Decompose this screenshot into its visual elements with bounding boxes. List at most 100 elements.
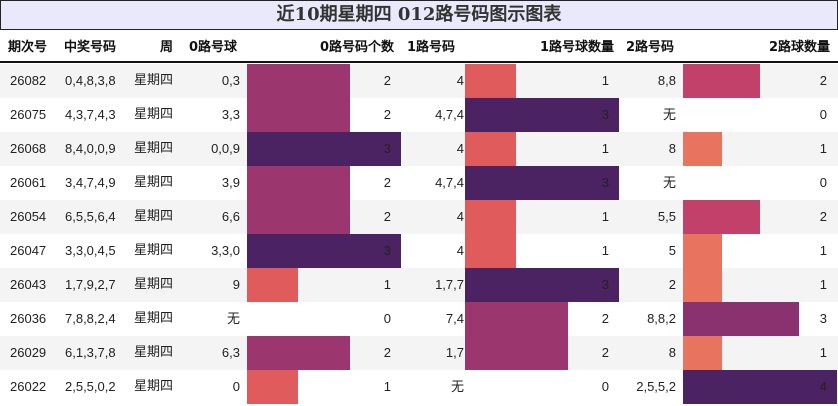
road0-balls-cell: 6,6 bbox=[221, 209, 240, 224]
table-row: 2 1 2 26054 6,5,5,6,4 星期四 6,6 4 5,5 bbox=[0, 200, 838, 234]
chart-title: 近10期星期四 012路号码图示图表 bbox=[0, 0, 838, 30]
road0-count-bar bbox=[247, 268, 298, 302]
road2-count-bar bbox=[683, 132, 722, 166]
table-row: 3 1 1 26068 8,4,0,0,9 星期四 0,0,9 4 8 bbox=[0, 132, 838, 166]
road1-count-value: 0 bbox=[601, 379, 609, 394]
road0-balls-cell: 3,3,0 bbox=[211, 243, 240, 258]
road1-count-bar bbox=[465, 234, 516, 268]
issue-cell: 26068 bbox=[10, 141, 47, 156]
road1-count-bar bbox=[465, 336, 568, 370]
road1-count-value: 1 bbox=[601, 243, 609, 258]
road1-balls-cell: 4,7,4 bbox=[435, 107, 464, 122]
road2-count-value: 1 bbox=[819, 243, 827, 258]
weekday-cell: 星期四 bbox=[134, 379, 174, 394]
road1-count-bar bbox=[465, 200, 516, 234]
issue-cell: 26029 bbox=[10, 345, 47, 360]
road2-count-bar bbox=[683, 268, 722, 302]
road0-count-bar bbox=[247, 200, 350, 234]
table-row: 2 3 0 26075 4,3,7,4,3 星期四 3,3 4,7,4 无 bbox=[0, 98, 838, 132]
numbers-cell: 7,8,8,2,4 bbox=[65, 311, 116, 326]
weekday-cell: 星期四 bbox=[134, 243, 174, 258]
road2-balls-cell: 无 bbox=[662, 175, 676, 190]
road1-count-value: 3 bbox=[601, 277, 609, 292]
road0-balls-cell: 无 bbox=[226, 311, 240, 326]
weekday-cell: 星期四 bbox=[134, 311, 174, 326]
numbers-cell: 2,5,5,0,2 bbox=[65, 379, 116, 394]
road2-count-value: 2 bbox=[819, 209, 827, 224]
weekday-cell: 星期四 bbox=[134, 141, 174, 156]
header-road0-balls: 0路号球 bbox=[189, 40, 238, 55]
road2-count-value: 3 bbox=[819, 311, 827, 326]
road1-count-value: 1 bbox=[601, 73, 609, 88]
road1-balls-cell: 1,7,7 bbox=[435, 277, 464, 292]
numbers-cell: 1,7,9,2,7 bbox=[65, 277, 116, 292]
road1-count-bar bbox=[465, 132, 516, 166]
road2-count-value: 1 bbox=[819, 277, 827, 292]
header-issue: 期次号 bbox=[8, 40, 48, 55]
road1-count-value: 2 bbox=[601, 345, 609, 360]
numbers-cell: 6,5,5,6,4 bbox=[65, 209, 116, 224]
road2-balls-cell: 5 bbox=[668, 243, 676, 258]
issue-cell: 26047 bbox=[10, 243, 47, 258]
table-row: 1 3 1 26043 1,7,9,2,7 星期四 9 1,7,7 2 bbox=[0, 268, 838, 302]
road0-count-value: 2 bbox=[383, 175, 391, 190]
road1-balls-cell: 4 bbox=[456, 209, 464, 224]
issue-cell: 26022 bbox=[10, 379, 47, 394]
road2-balls-cell: 2 bbox=[668, 277, 676, 292]
numbers-cell: 3,3,0,4,5 bbox=[65, 243, 116, 258]
weekday-cell: 星期四 bbox=[134, 277, 174, 292]
issue-cell: 26061 bbox=[10, 175, 47, 190]
road2-count-value: 0 bbox=[819, 107, 827, 122]
numbers-cell: 4,3,7,4,3 bbox=[65, 107, 116, 122]
road0-balls-cell: 0,3 bbox=[221, 73, 240, 88]
road2-count-value: 4 bbox=[819, 379, 827, 394]
road1-count-value: 3 bbox=[601, 107, 609, 122]
header-road0-count: 0路号码个数 bbox=[319, 40, 394, 55]
header-numbers: 中奖号码 bbox=[64, 40, 117, 55]
road0-balls-cell: 0 bbox=[232, 379, 240, 394]
road2-balls-cell: 8 bbox=[668, 141, 676, 156]
road0-count-bar bbox=[247, 166, 350, 200]
issue-cell: 26054 bbox=[10, 209, 47, 224]
road0-count-bar bbox=[247, 132, 401, 166]
table-row: 0 2 3 26036 7,8,8,2,4 星期四 无 7,4 8,8,2 bbox=[0, 302, 838, 336]
road2-count-bar bbox=[683, 64, 760, 98]
table-row: 1 0 4 26022 2,5,5,0,2 星期四 0 无 2,5,5,2 bbox=[0, 370, 838, 404]
road1-balls-cell: 4 bbox=[456, 141, 464, 156]
road0-count-value: 2 bbox=[383, 209, 391, 224]
road0-balls-cell: 3,3 bbox=[221, 107, 240, 122]
road1-count-value: 2 bbox=[601, 311, 609, 326]
road0-count-bar bbox=[247, 370, 298, 404]
road2-balls-cell: 8,8,2 bbox=[647, 311, 676, 326]
road1-balls-cell: 4 bbox=[456, 243, 464, 258]
table-row: 2 1 2 26082 0,4,8,3,8 星期四 0,3 4 8,8 bbox=[0, 64, 838, 98]
road0-count-bar bbox=[247, 64, 350, 98]
weekday-cell: 星期四 bbox=[134, 73, 174, 88]
header-road1-count: 1路号球数量 bbox=[539, 40, 614, 55]
road1-balls-cell: 无 bbox=[450, 379, 464, 394]
road2-balls-cell: 8 bbox=[668, 345, 676, 360]
road2-balls-cell: 2,5,5,2 bbox=[636, 379, 676, 394]
road1-balls-cell: 7,4 bbox=[445, 311, 464, 326]
issue-cell: 26036 bbox=[10, 311, 47, 326]
header-weekday: 周 bbox=[160, 40, 174, 55]
road1-count-value: 1 bbox=[601, 141, 609, 156]
road1-balls-cell: 1,7 bbox=[445, 345, 464, 360]
numbers-cell: 0,4,8,3,8 bbox=[65, 73, 116, 88]
table-body: 2 1 2 26082 0,4,8,3,8 星期四 0,3 4 8,8 2 3 0 26075 4,3,7… bbox=[0, 64, 838, 404]
weekday-cell: 星期四 bbox=[134, 345, 174, 360]
road1-balls-cell: 4,7,4 bbox=[435, 175, 464, 190]
road2-count-value: 2 bbox=[819, 73, 827, 88]
header-road1-balls: 1路号码 bbox=[407, 40, 456, 55]
road1-count-value: 3 bbox=[601, 175, 609, 190]
header-road2-balls: 2路号码 bbox=[626, 40, 675, 55]
issue-cell: 26043 bbox=[10, 277, 47, 292]
numbers-cell: 3,4,7,4,9 bbox=[65, 175, 116, 190]
road0-count-value: 3 bbox=[383, 141, 391, 156]
road0-balls-cell: 3,9 bbox=[221, 175, 240, 190]
road2-count-bar bbox=[683, 370, 837, 404]
numbers-cell: 8,4,0,0,9 bbox=[65, 141, 116, 156]
road1-count-bar bbox=[465, 98, 619, 132]
table-row: 2 3 0 26061 3,4,7,4,9 星期四 3,9 4,7,4 无 bbox=[0, 166, 838, 200]
road2-count-bar bbox=[683, 200, 760, 234]
